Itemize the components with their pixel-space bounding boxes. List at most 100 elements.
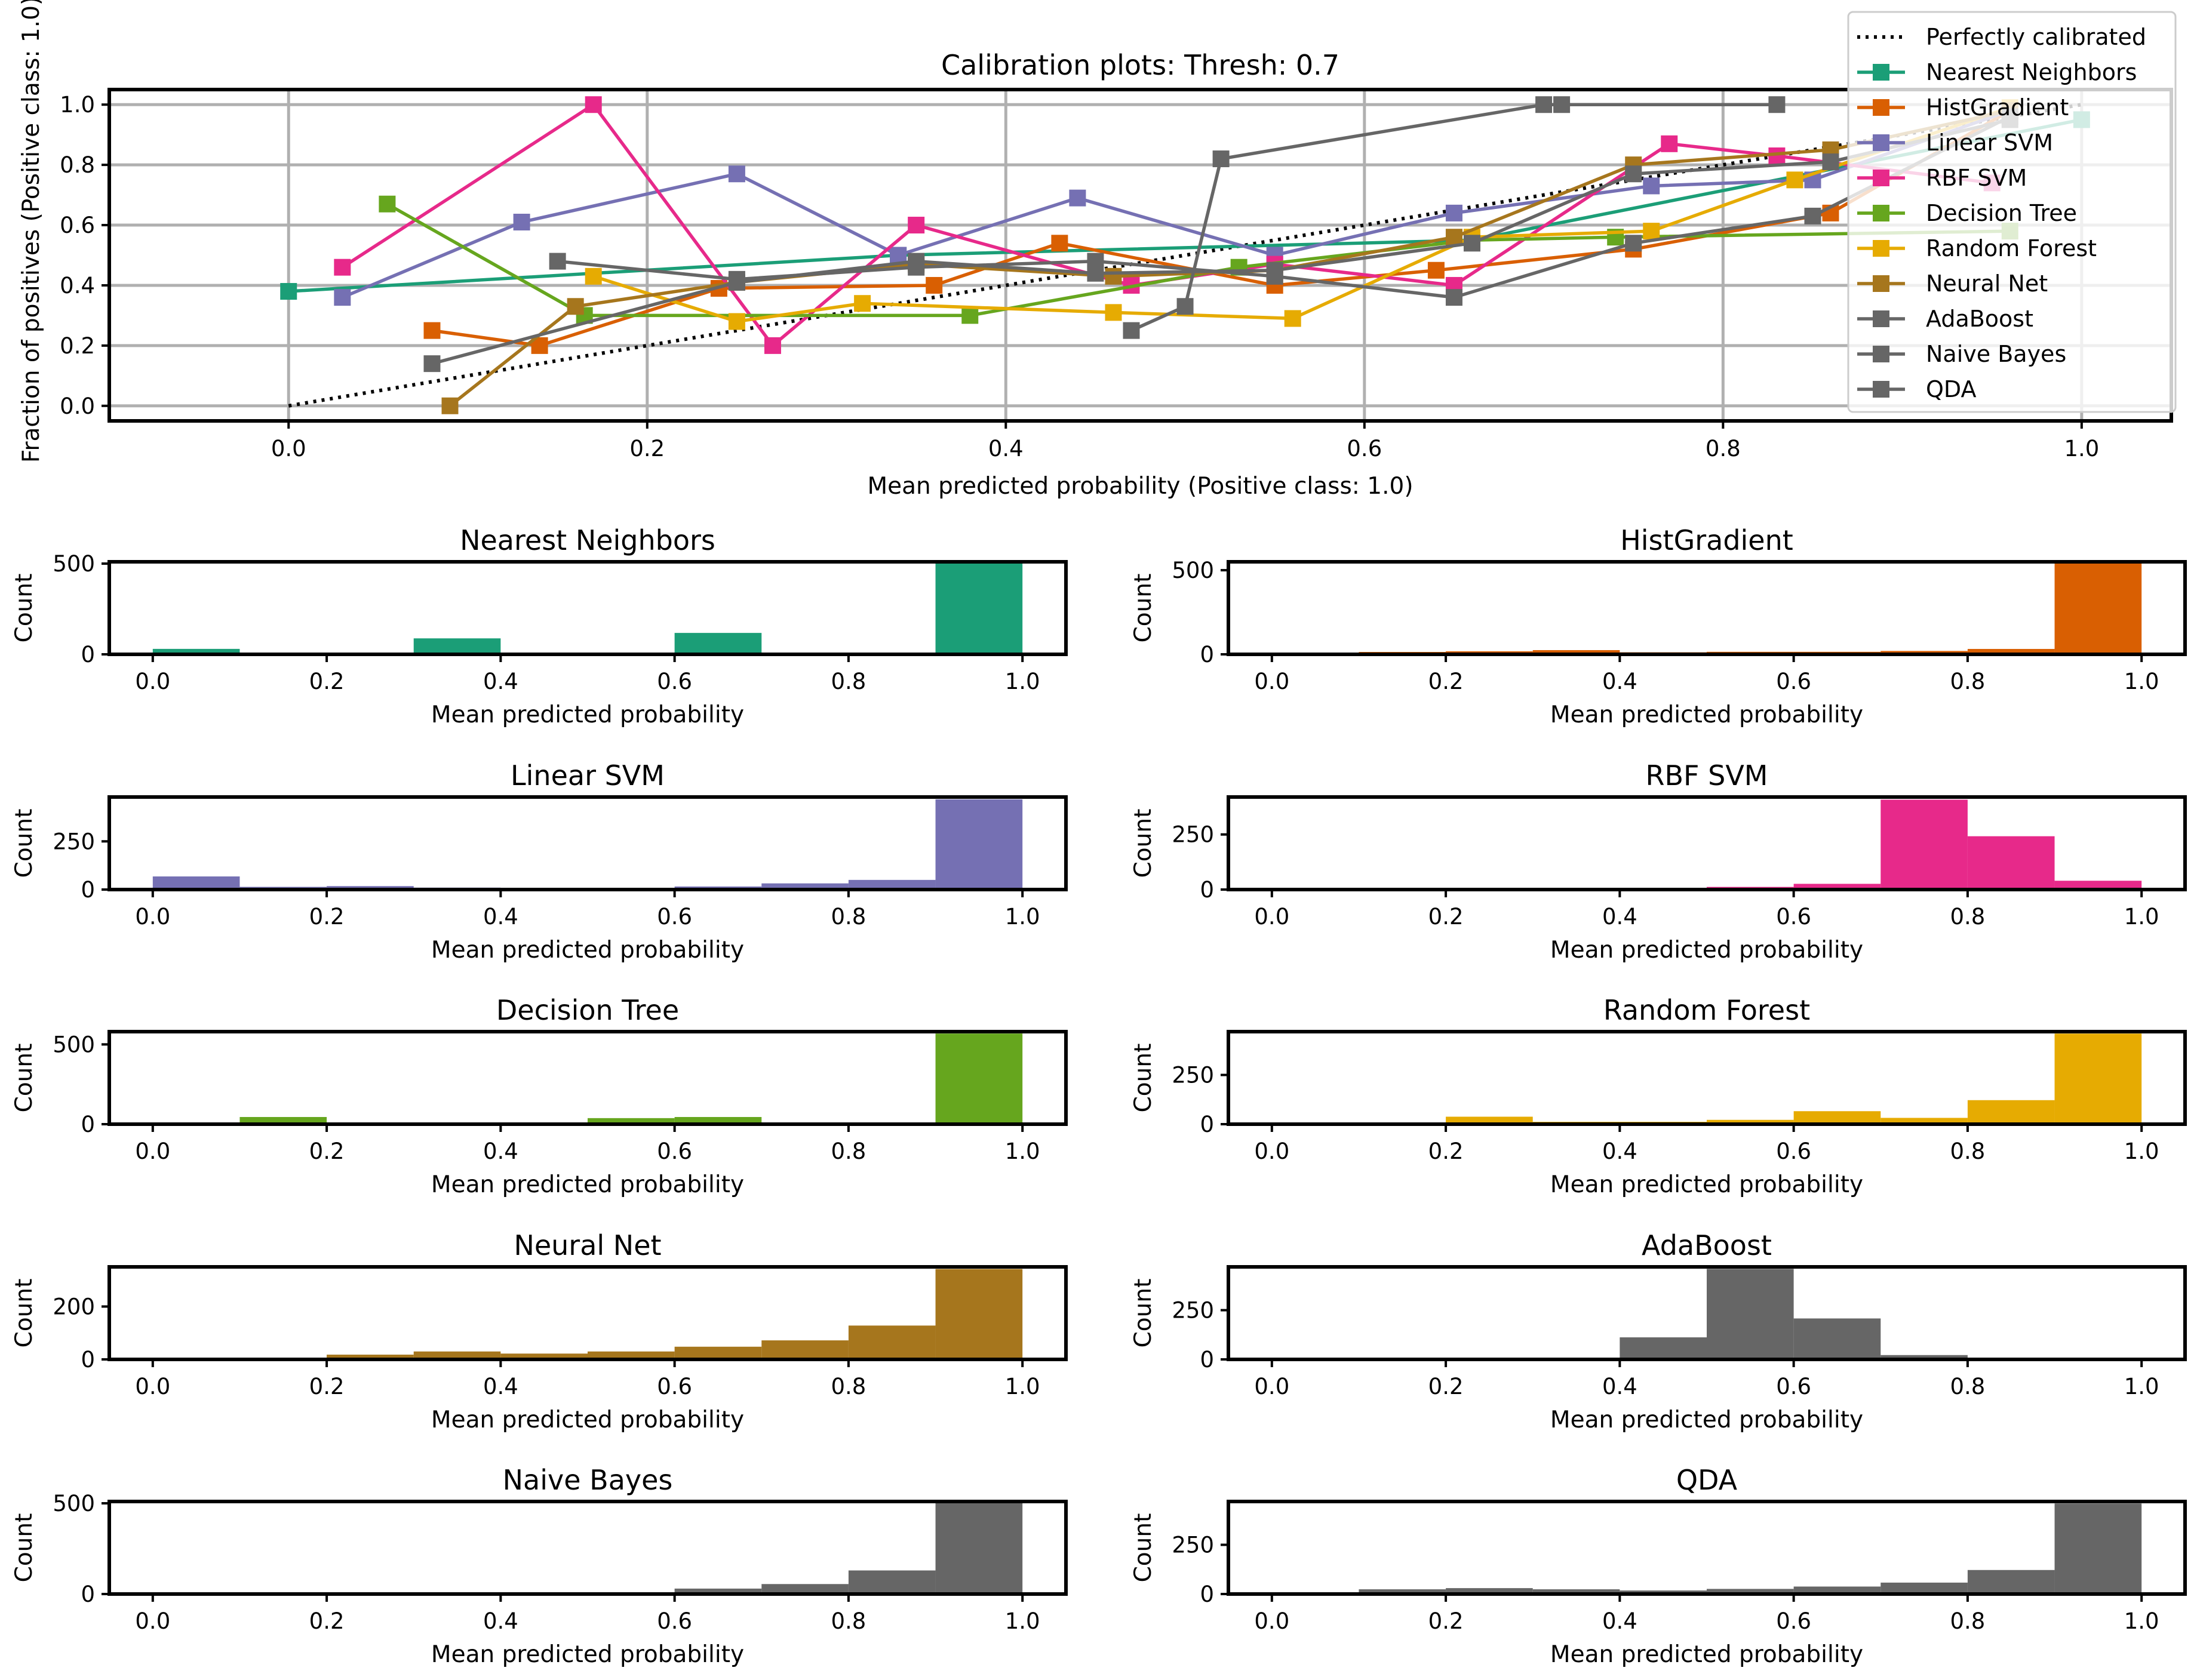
legend-frame (1847, 11, 2177, 413)
data-point-naive-bayes (1804, 207, 1821, 224)
y-tick-label: 250 (1172, 822, 1214, 848)
histogram-rbf-svm: 0.0 0.2 0.4 0.6 0.8 1.0 0 250 RBF SVM Mean predic… (1130, 759, 2187, 964)
x-tick-label: 1.0 (2064, 436, 2099, 461)
x-tick-label: 0.6 (657, 1608, 692, 1634)
histogram-frame (1227, 1500, 2187, 1596)
histogram-bar (1793, 1586, 1881, 1594)
data-point-adaboost (1535, 96, 1553, 113)
data-point-random-forest (1786, 171, 1803, 189)
data-point-linear-svm (728, 165, 745, 183)
x-tick-label: 0.2 (1428, 1139, 1464, 1164)
legend-label-decision-tree: Decision Tree (1926, 200, 2077, 226)
histogram-bar (1880, 799, 1968, 890)
legend-swatch-marker (1873, 205, 1889, 221)
histogram-bar (152, 648, 240, 654)
y-axis-label: Count (1130, 1044, 1157, 1113)
x-tick-label: 0.8 (1950, 669, 1985, 694)
histogram-bar (1793, 1111, 1881, 1124)
histogram-bar (1446, 1588, 1533, 1594)
histogram-bar (1793, 1318, 1881, 1359)
y-tick-label: 200 (53, 1294, 95, 1319)
histogram-histgradient: 0.0 0.2 0.4 0.6 0.8 1.0 0 500 HistGradient Mean p… (1130, 524, 2187, 728)
x-axis-label: Mean predicted probability (Positive cla… (867, 473, 1413, 500)
data-point-neural-net (1105, 267, 1122, 285)
x-tick-label: 0.4 (1602, 1608, 1637, 1634)
x-tick-label: 0.2 (309, 1608, 345, 1634)
legend-label-rbf-svm: RBF SVM (1926, 165, 2027, 191)
x-axis-label: Mean predicted probability (1550, 1171, 1863, 1198)
y-tick-label: 0 (81, 642, 95, 667)
histogram-bar (413, 638, 501, 654)
x-tick-label: 0.6 (657, 904, 692, 930)
x-tick-label: 0.0 (135, 1139, 170, 1164)
x-tick-label: 1.0 (1005, 904, 1040, 930)
x-tick-label: 1.0 (2124, 904, 2159, 930)
histogram-bar (2054, 1503, 2142, 1594)
x-tick-label: 0.6 (1776, 669, 1811, 694)
histogram-qda: 0.0 0.2 0.4 0.6 0.8 1.0 0 250 QDA Mean predicted … (1130, 1464, 2187, 1668)
data-point-histgradient (423, 322, 441, 339)
x-tick-label: 1.0 (2124, 669, 2159, 694)
x-tick-label: 0.4 (1602, 669, 1637, 694)
chart-title: Calibration plots: Thresh: 0.7 (941, 49, 1339, 81)
y-axis-label: Count (11, 1513, 38, 1583)
series-line-neural-net (448, 109, 2011, 407)
histogram-bar (1446, 1116, 1533, 1124)
histogram-linear-svm: 0.0 0.2 0.4 0.6 0.8 1.0 0 250 Linear SVM Mean pre… (11, 759, 1068, 964)
data-point-adaboost (1768, 96, 1786, 113)
series-line-random-forest (592, 106, 2011, 324)
x-tick-label: 0.4 (1602, 1139, 1637, 1164)
data-point-histgradient (1427, 261, 1445, 279)
histogram-bar (588, 1118, 675, 1124)
x-tick-label: 0.8 (831, 669, 866, 694)
x-tick-label: 0.0 (135, 1608, 170, 1634)
x-axis-label: Mean predicted probability (431, 937, 744, 964)
x-axis-label: Mean predicted probability (1550, 701, 1863, 728)
x-tick-label: 0.0 (1254, 1139, 1289, 1164)
x-tick-label: 0.0 (135, 669, 170, 694)
histogram-bar (1880, 1582, 1968, 1594)
x-tick-label: 0.2 (309, 669, 345, 694)
histogram-frame (107, 1265, 1068, 1361)
histogram-title: Nearest Neighbors (460, 524, 715, 556)
histogram-bar (239, 1116, 327, 1124)
legend-label-qda: QDA (1926, 376, 1977, 402)
data-point-naive-bayes (549, 253, 566, 270)
y-tick-label: 0.0 (60, 393, 95, 419)
histogram-bar (1967, 1570, 2055, 1594)
y-tick-label: 500 (53, 551, 95, 577)
x-tick-label: 0.6 (657, 1139, 692, 1164)
histogram-frame (107, 795, 1068, 891)
histogram-bar (1532, 650, 1620, 654)
histogram-adaboost: 0.0 0.2 0.4 0.6 0.8 1.0 0 250 AdaBoost Mean predi… (1130, 1229, 2187, 1433)
x-axis-label: Mean predicted probability (431, 1407, 744, 1433)
histogram-bar (848, 879, 936, 890)
x-tick-label: 0.0 (1254, 904, 1289, 930)
x-axis-label: Mean predicted probability (1550, 1641, 1863, 1668)
y-axis-label: Count (1130, 809, 1157, 878)
histogram-frame (107, 1500, 1068, 1596)
data-point-random-forest (1284, 310, 1301, 327)
y-tick-label: 0 (1200, 877, 1214, 903)
y-axis-label: Count (11, 574, 38, 643)
x-tick-label: 0.0 (135, 1374, 170, 1399)
data-point-random-forest (1105, 304, 1122, 321)
legend-swatch-marker (1873, 134, 1889, 151)
legend-label-adaboost: AdaBoost (1926, 306, 2033, 332)
x-tick-label: 0.6 (1776, 1374, 1811, 1399)
y-tick-label: 0.4 (60, 273, 95, 299)
x-tick-label: 0.0 (1254, 669, 1289, 694)
x-tick-label: 0.6 (1776, 904, 1811, 930)
y-tick-label: 250 (1172, 1298, 1214, 1324)
histogram-frame (1227, 795, 2187, 891)
data-point-decision-tree (379, 195, 396, 213)
x-tick-label: 0.8 (1950, 1608, 1985, 1634)
histogram-bar (2054, 562, 2142, 654)
x-tick-label: 0.8 (1950, 1374, 1985, 1399)
histogram-bar (327, 1355, 414, 1359)
x-tick-label: 0.0 (1254, 1374, 1289, 1399)
histogram-bar (500, 1353, 588, 1359)
x-tick-label: 0.6 (1776, 1608, 1811, 1634)
histogram-bar (674, 633, 762, 654)
histogram-bar (674, 1116, 762, 1124)
